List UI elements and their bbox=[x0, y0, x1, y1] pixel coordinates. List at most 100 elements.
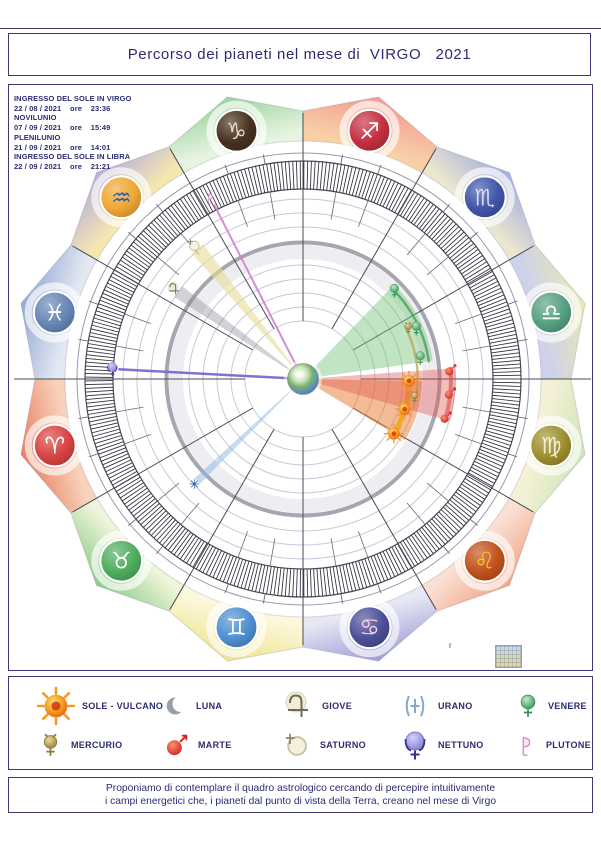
info-line-6: 21 / 09 / 2021 ore 14:01 bbox=[14, 142, 111, 152]
svg-text:♌: ♌ bbox=[474, 549, 495, 575]
info-line-7: INGRESSO DEL SOLE IN LIBRA bbox=[14, 152, 131, 162]
planet-marker-pluto bbox=[208, 193, 213, 205]
legend-label-mars: MARTE bbox=[198, 739, 232, 750]
svg-text:♉: ♉ bbox=[111, 549, 132, 575]
mars-icon bbox=[166, 734, 188, 755]
svg-text:♒: ♒ bbox=[111, 185, 132, 211]
legend-label-venus: VENERE bbox=[548, 700, 587, 711]
planet-marker-jupiter bbox=[167, 281, 179, 295]
legend-item-sun: SOLE - VULCANO bbox=[37, 686, 163, 725]
moon-icon bbox=[166, 695, 189, 715]
info-line-2: 22 / 08 / 2021 ore 23:36 bbox=[14, 103, 111, 113]
legend-label-saturn: SATURNO bbox=[320, 739, 366, 750]
legend-label-pluto: PLUTONE bbox=[546, 739, 591, 750]
planet-marker-venus bbox=[415, 351, 425, 366]
legend-item-neptune: NETTUNO bbox=[399, 729, 515, 761]
svg-text:♑: ♑ bbox=[226, 119, 247, 145]
footer-line-1: Proponiamo di contemplare il quadro astr… bbox=[105, 782, 496, 794]
info-line-5: PLENILUNIO bbox=[14, 132, 61, 142]
svg-text:♐: ♐ bbox=[359, 119, 380, 145]
sign-icon-cancer: ♋ bbox=[339, 597, 400, 658]
mercury-icon bbox=[43, 733, 58, 756]
sign-icon-leo: ♌ bbox=[454, 530, 515, 591]
top-divider bbox=[0, 28, 601, 29]
line-neptune bbox=[118, 368, 304, 381]
earth-center bbox=[284, 360, 322, 398]
stamp-mark bbox=[495, 645, 522, 668]
sign-icon-aries: ♈ bbox=[24, 415, 85, 476]
zodiac-wheel: ♈ ♉ ♊ ♋ ♌ ♍ ♎ ♏ ♐ ♑ ♒ ♓ bbox=[14, 96, 591, 662]
info-line-4: 07 / 09 / 2021 ore 15:49 bbox=[14, 123, 111, 133]
svg-text:♍: ♍ bbox=[541, 434, 562, 460]
pluto-icon bbox=[522, 736, 531, 756]
legend-item-mars: MARTE bbox=[163, 731, 283, 759]
sign-icon-pisces: ♓ bbox=[24, 282, 85, 343]
planet-marker-venus bbox=[389, 283, 399, 298]
svg-text:♊: ♊ bbox=[226, 615, 247, 641]
legend-label-jupiter: GIOVE bbox=[322, 700, 353, 711]
sign-icon-aquarius: ♒ bbox=[91, 167, 152, 228]
jupiter-icon bbox=[285, 691, 308, 717]
planet-legend: SOLE - VULCANO LUNA GIOVE URANO VENERE M… bbox=[8, 676, 593, 770]
info-line-1: INGRESSO DEL SOLE IN VIRGO bbox=[14, 94, 132, 103]
fan-jupiter bbox=[174, 286, 303, 379]
planet-marker-saturn bbox=[188, 239, 200, 252]
svg-text:♎: ♎ bbox=[541, 300, 562, 326]
legend-row-2: MERCURIO MARTE SATURNO NETTUNO PLUTONE bbox=[9, 725, 592, 764]
sign-icon-libra: ♎ bbox=[521, 282, 582, 343]
sign-icon-capricorn: ♑ bbox=[206, 100, 267, 161]
legend-item-venus: VENERE bbox=[515, 693, 601, 719]
fan-sun bbox=[303, 379, 422, 441]
planet-marker-mars bbox=[445, 364, 457, 376]
ephemeris-info: INGRESSO DEL SOLE IN VIRGO 22 / 08 / 2021… bbox=[14, 94, 131, 172]
planet-marker-mars bbox=[440, 411, 452, 423]
corner-mark: r bbox=[449, 641, 452, 650]
arc-venus bbox=[389, 286, 431, 363]
fan-venus bbox=[303, 284, 433, 379]
fan-saturn bbox=[191, 244, 303, 379]
page-title: Percorso dei pianeti nel mese di VIRGO 2… bbox=[127, 46, 472, 63]
legend-item-mercury: MERCURIO bbox=[37, 731, 163, 758]
sector-lines bbox=[14, 113, 591, 645]
fan-uranus_star bbox=[194, 379, 303, 484]
planet-marker-mercury bbox=[411, 390, 419, 403]
svg-text:♈: ♈ bbox=[44, 434, 65, 460]
line-pluto bbox=[213, 203, 304, 380]
footer-box: Proponiamo di contemplare il quadro astr… bbox=[8, 777, 593, 813]
uranus-icon bbox=[405, 695, 425, 716]
legend-item-pluto: PLUTONE bbox=[515, 733, 601, 757]
sign-icon-scorpio: ♏ bbox=[454, 167, 515, 228]
legend-label-mercury: MERCURIO bbox=[71, 739, 123, 750]
svg-text:♏: ♏ bbox=[474, 185, 495, 211]
neptune-icon bbox=[404, 731, 426, 759]
planet-marker-neptune bbox=[107, 362, 118, 377]
planet-marker-venus bbox=[411, 321, 421, 336]
legend-item-moon: LUNA bbox=[163, 693, 283, 719]
venus-icon bbox=[520, 694, 536, 717]
planet-marker-sun bbox=[383, 423, 404, 444]
sign-icon-sagittarius: ♐ bbox=[339, 100, 400, 161]
planet-marker-sun bbox=[394, 399, 415, 420]
chart-frame: INGRESSO DEL SOLE IN VIRGO 22 / 08 / 2021… bbox=[8, 84, 593, 671]
sun-icon bbox=[37, 686, 75, 725]
title-box: Percorso dei pianeti nel mese di VIRGO 2… bbox=[8, 33, 591, 76]
legend-label-moon: LUNA bbox=[196, 700, 223, 711]
sign-icon-taurus: ♉ bbox=[91, 530, 152, 591]
day-tick-ring bbox=[84, 160, 522, 598]
sign-icon-gemini: ♊ bbox=[206, 597, 267, 658]
footer-line-2: i campi energetici che, i pianeti dal pu… bbox=[104, 796, 497, 807]
planet-marker-sun bbox=[398, 370, 420, 391]
planet-marker-uranus_star bbox=[189, 478, 200, 489]
legend-item-jupiter: GIOVE bbox=[283, 690, 399, 722]
planet-marker-mercury bbox=[404, 321, 412, 334]
sign-icon-virgo: ♍ bbox=[521, 415, 582, 476]
planet-marker-mars bbox=[444, 387, 457, 399]
legend-label-neptune: NETTUNO bbox=[438, 739, 484, 750]
legend-label-uranus: URANO bbox=[438, 700, 473, 711]
info-line-3: NOVILUNIO bbox=[14, 113, 57, 123]
legend-item-uranus: URANO bbox=[399, 690, 515, 722]
info-line-8: 22 / 09 / 2021 ore 21:21 bbox=[14, 161, 111, 171]
svg-text:♓: ♓ bbox=[44, 300, 65, 326]
legend-item-saturn: SATURNO bbox=[283, 730, 399, 760]
